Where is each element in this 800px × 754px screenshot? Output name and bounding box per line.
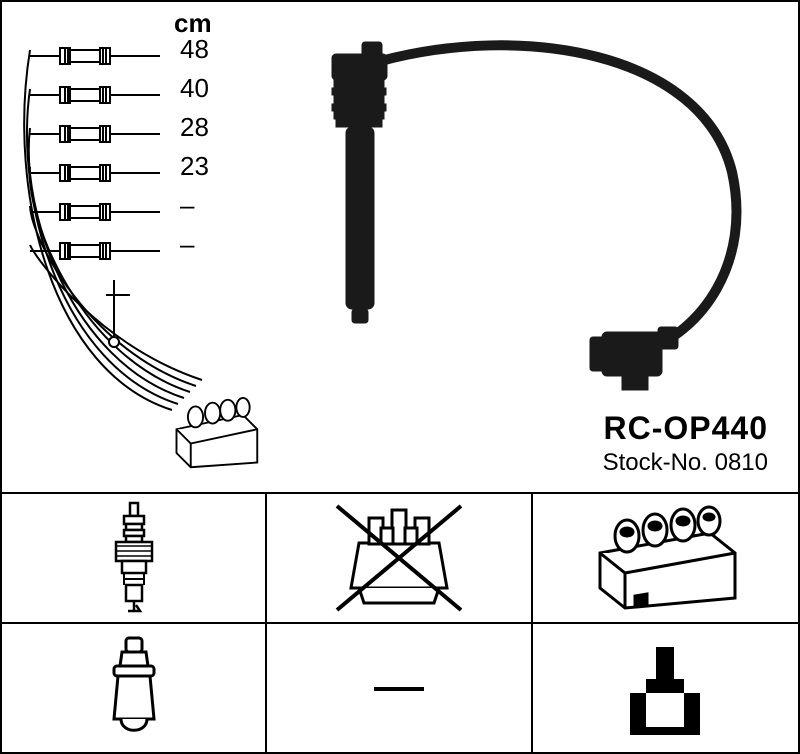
stock-number-line: Stock-No. 0810 [603, 449, 768, 477]
cable-terminal-icon [30, 83, 170, 107]
stock-no: 0810 [715, 449, 768, 476]
ignition-coil-icon [533, 494, 798, 624]
cable-terminal-icon [30, 122, 170, 146]
stock-label: Stock-No. [603, 449, 708, 476]
dash-icon [374, 687, 424, 691]
plug-boot-icon [2, 624, 267, 754]
top-region: cm [2, 2, 798, 492]
cable-length-value: – [180, 190, 194, 221]
ground-stub-dash [106, 294, 130, 296]
cable-length-value: 48 [180, 34, 209, 65]
spark-plug-icon [2, 494, 267, 624]
cable-terminal-icon [30, 239, 170, 263]
cable-terminal-icon [30, 200, 170, 224]
cable-length-value: 40 [180, 73, 209, 104]
coil-pack-small-icon [167, 377, 262, 472]
cable-terminal-icon [30, 44, 170, 68]
dash-cell [267, 624, 532, 754]
product-label-block: RC-OP440 Stock-No. 0810 [603, 410, 768, 477]
diagram-page: cm [0, 0, 800, 754]
coil-terminal-icon [533, 624, 798, 754]
cable-length-value: 28 [180, 112, 209, 143]
product-code: RC-OP440 [603, 410, 768, 447]
cable-length-value: 23 [180, 151, 209, 182]
ignition-lead-photo [272, 32, 772, 412]
cable-terminal-icon [30, 161, 170, 185]
connector-type-grid [2, 492, 798, 754]
distributor-cap-crossed-icon [267, 494, 532, 624]
cable-length-value: – [180, 229, 194, 260]
